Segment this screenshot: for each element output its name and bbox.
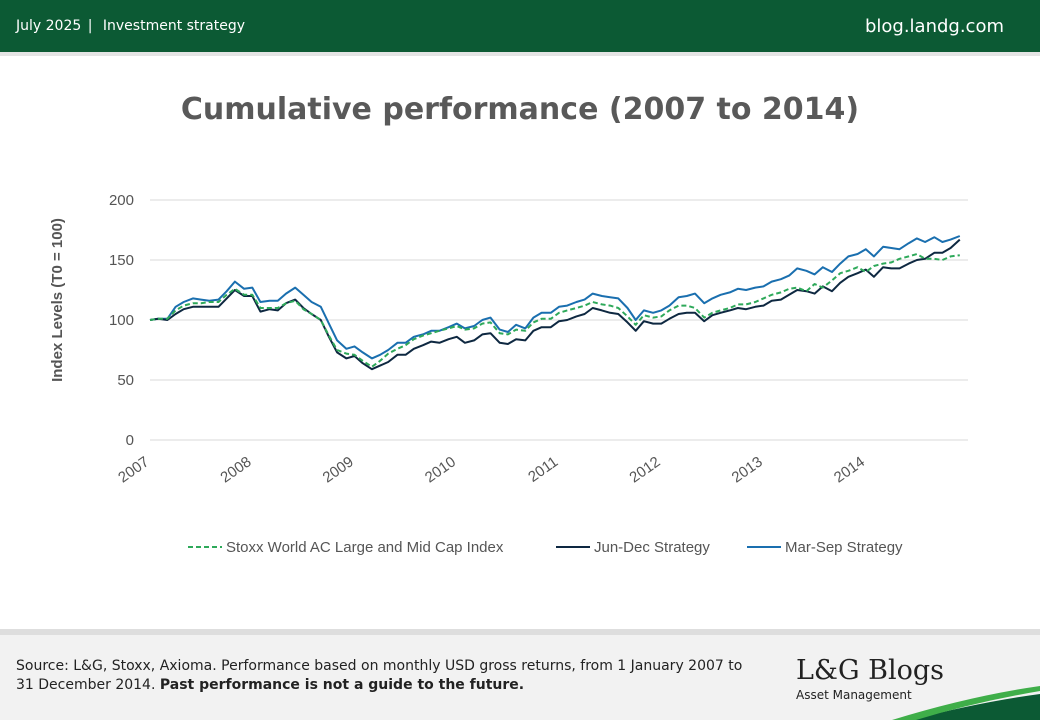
x-tick-label: 2011 <box>525 453 561 485</box>
chart-grid <box>150 199 968 441</box>
y-tick-label: 0 <box>126 432 134 449</box>
header-divider <box>0 52 1040 56</box>
series-line-2 <box>149 238 961 371</box>
x-tick-label: 2009 <box>320 453 357 486</box>
footer: Source: L&G, Stoxx, Axioma. Performance … <box>0 629 1040 720</box>
x-tick-label: 2014 <box>831 453 868 486</box>
y-tick-label: 50 <box>117 372 134 389</box>
header-separator: | <box>87 18 93 34</box>
x-tick-label: 2012 <box>626 453 663 486</box>
y-tick-label: 100 <box>109 312 134 329</box>
header-meta: July 2025 | Investment strategy <box>16 18 245 34</box>
legend-label-3: Mar-Sep Strategy <box>785 539 903 556</box>
y-tick-label: 200 <box>109 192 134 209</box>
line-chart: 0 50 100 150 200 2007 2008 2009 2010 2011 2012 201… <box>49 192 968 556</box>
brand-swoosh-shape <box>892 686 1040 720</box>
y-tick-label: 150 <box>109 252 134 269</box>
source-note: Source: L&G, Stoxx, Axioma. Performance … <box>16 657 756 695</box>
site-link[interactable]: blog.landg.com <box>864 16 1004 37</box>
x-tick-label: 2013 <box>729 453 766 486</box>
y-axis-ticks: 0 50 100 150 200 <box>109 192 134 449</box>
x-tick-label: 2008 <box>217 453 254 486</box>
chart-title: Cumulative performance (2007 to 2014) <box>180 92 860 127</box>
series-line-3 <box>149 235 961 360</box>
chart-legend: Stoxx World AC Large and Mid Cap Index Ju… <box>188 539 903 556</box>
legend-label-2: Jun-Dec Strategy <box>594 539 710 556</box>
header-date: July 2025 <box>16 18 82 34</box>
source-text: Source: L&G, Stoxx, Axioma. Performance … <box>16 658 743 693</box>
header-category[interactable]: Investment strategy <box>102 18 246 34</box>
footer-divider <box>0 629 1040 635</box>
x-tick-label: 2010 <box>422 453 459 486</box>
series-line-1 <box>149 253 960 368</box>
legend-label-1: Stoxx World AC Large and Mid Cap Index <box>226 539 504 556</box>
lg-blogs-logo[interactable]: L&G Blogs Asset Management <box>796 655 944 702</box>
disclaimer-text: Past performance is not a guide to the f… <box>159 677 525 693</box>
logo-brand: L&G Blogs <box>796 655 944 686</box>
header-bar: July 2025 | Investment strategy blog.lan… <box>0 0 1040 52</box>
y-axis-label: Index Levels (T0 = 100) <box>49 218 66 382</box>
chart-series <box>149 235 961 371</box>
x-tick-label: 2007 <box>115 453 152 486</box>
x-axis-ticks: 2007 2008 2009 2010 2011 2012 2013 2014 <box>115 453 868 486</box>
logo-subtitle: Asset Management <box>796 688 912 702</box>
